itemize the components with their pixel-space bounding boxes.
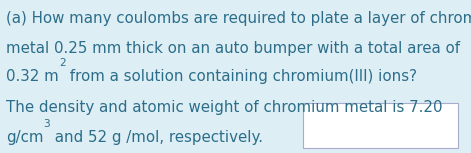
Text: metal 0.25 mm thick on an auto bumper with a total area of: metal 0.25 mm thick on an auto bumper wi… [6, 41, 460, 56]
Text: 0.32 m: 0.32 m [6, 69, 59, 84]
Text: g/cm: g/cm [6, 130, 44, 145]
Text: (a) How many coulombs are required to plate a layer of chromium: (a) How many coulombs are required to pl… [6, 11, 471, 26]
Text: 3: 3 [44, 119, 50, 129]
Text: 2: 2 [59, 58, 65, 68]
Bar [303, 103, 458, 148]
Text: and 52 g /mol, respectively.: and 52 g /mol, respectively. [50, 130, 263, 145]
Text: from a solution containing chromium(III) ions?: from a solution containing chromium(III)… [65, 69, 417, 84]
Text: The density and atomic weight of chromium metal is 7.20: The density and atomic weight of chromiu… [6, 100, 443, 115]
